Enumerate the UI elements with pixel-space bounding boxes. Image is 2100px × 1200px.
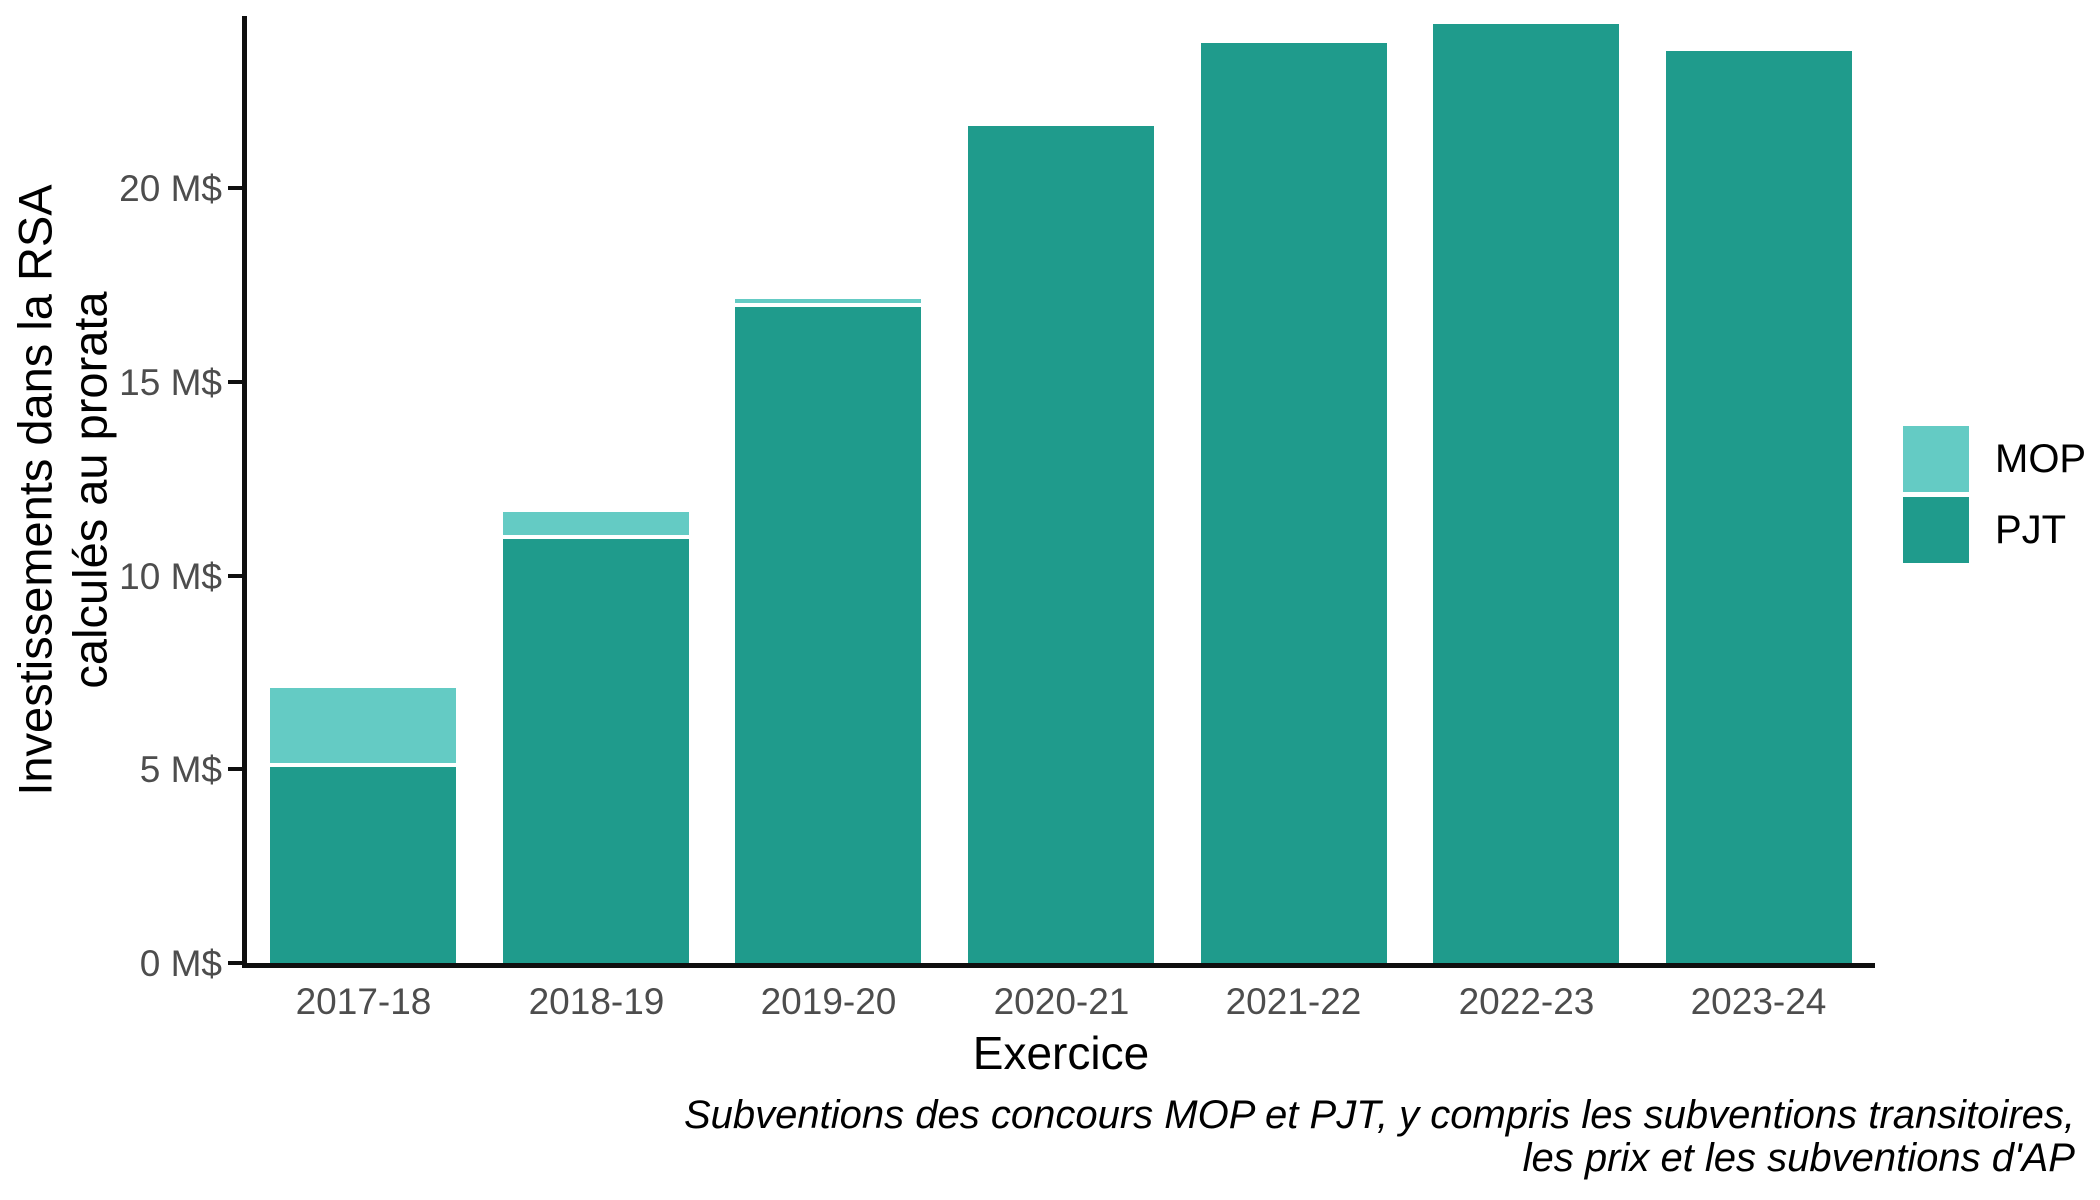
bar-segment-pjt bbox=[968, 126, 1154, 963]
bar-2018-19 bbox=[503, 18, 689, 963]
bar-2019-20 bbox=[735, 18, 921, 963]
y-tick-mark bbox=[228, 961, 243, 965]
x-tick-label: 2022-23 bbox=[1458, 981, 1595, 1022]
bar-segment-mop bbox=[270, 687, 456, 764]
x-tick-label: 2018-19 bbox=[528, 981, 665, 1022]
x-axis-line bbox=[242, 963, 1875, 968]
x-axis-title: Exercice bbox=[972, 1027, 1150, 1079]
bar-2023-24 bbox=[1666, 18, 1852, 963]
y-tick-label: 0 M$ bbox=[139, 943, 222, 984]
bar-segment-pjt bbox=[270, 767, 456, 963]
y-axis-title-line2: calculés au prorata bbox=[64, 291, 117, 689]
bar-2017-18 bbox=[270, 18, 456, 963]
legend-label-pjt: PJT bbox=[1995, 508, 2067, 552]
y-tick-label: 10 M$ bbox=[119, 555, 222, 597]
bar-2022-23 bbox=[1433, 18, 1619, 963]
legend-item-mop: MOP bbox=[1903, 426, 2086, 492]
y-tick-mark bbox=[228, 573, 243, 578]
bar-segment-pjt bbox=[1201, 43, 1387, 963]
legend-label-mop: MOP bbox=[1995, 437, 2087, 481]
y-tick-mark bbox=[228, 767, 243, 772]
y-axis-title: Investissements dans la RSA calculés au … bbox=[8, 184, 119, 795]
legend-item-pjt: PJT bbox=[1903, 497, 2086, 563]
bar-segment-pjt bbox=[735, 306, 921, 963]
x-tick-label: 2021-22 bbox=[1225, 981, 1362, 1022]
x-tick-label: 2019-20 bbox=[760, 981, 897, 1022]
y-tick-label: 20 M$ bbox=[119, 168, 222, 210]
bar-segment-mop bbox=[735, 298, 921, 303]
x-tick-label: 2017-18 bbox=[295, 981, 432, 1022]
y-axis-line bbox=[242, 16, 247, 968]
y-tick-label: 5 M$ bbox=[139, 749, 222, 791]
legend-swatch-pjt bbox=[1903, 497, 1969, 563]
legend-swatch-mop bbox=[1903, 426, 1969, 492]
y-axis-title-line1: Investissements dans la RSA bbox=[8, 184, 62, 796]
bar-segment-pjt bbox=[503, 538, 689, 963]
x-tick-label: 2023-24 bbox=[1690, 981, 1827, 1022]
y-tick-mark bbox=[228, 186, 243, 191]
legend: MOP PJT bbox=[1903, 426, 2086, 563]
bar-2021-22 bbox=[1201, 18, 1387, 963]
bar-segment-pjt bbox=[1433, 23, 1619, 963]
caption: Subventions des concours MOP et PJT, y c… bbox=[684, 1093, 2075, 1180]
bar-segment-pjt bbox=[1666, 50, 1852, 963]
y-tick-mark bbox=[228, 380, 243, 385]
x-tick-label: 2020-21 bbox=[993, 981, 1130, 1022]
y-tick-label: 15 M$ bbox=[119, 362, 222, 404]
bar-segment-mop bbox=[503, 511, 689, 535]
bar-2020-21 bbox=[968, 18, 1154, 963]
